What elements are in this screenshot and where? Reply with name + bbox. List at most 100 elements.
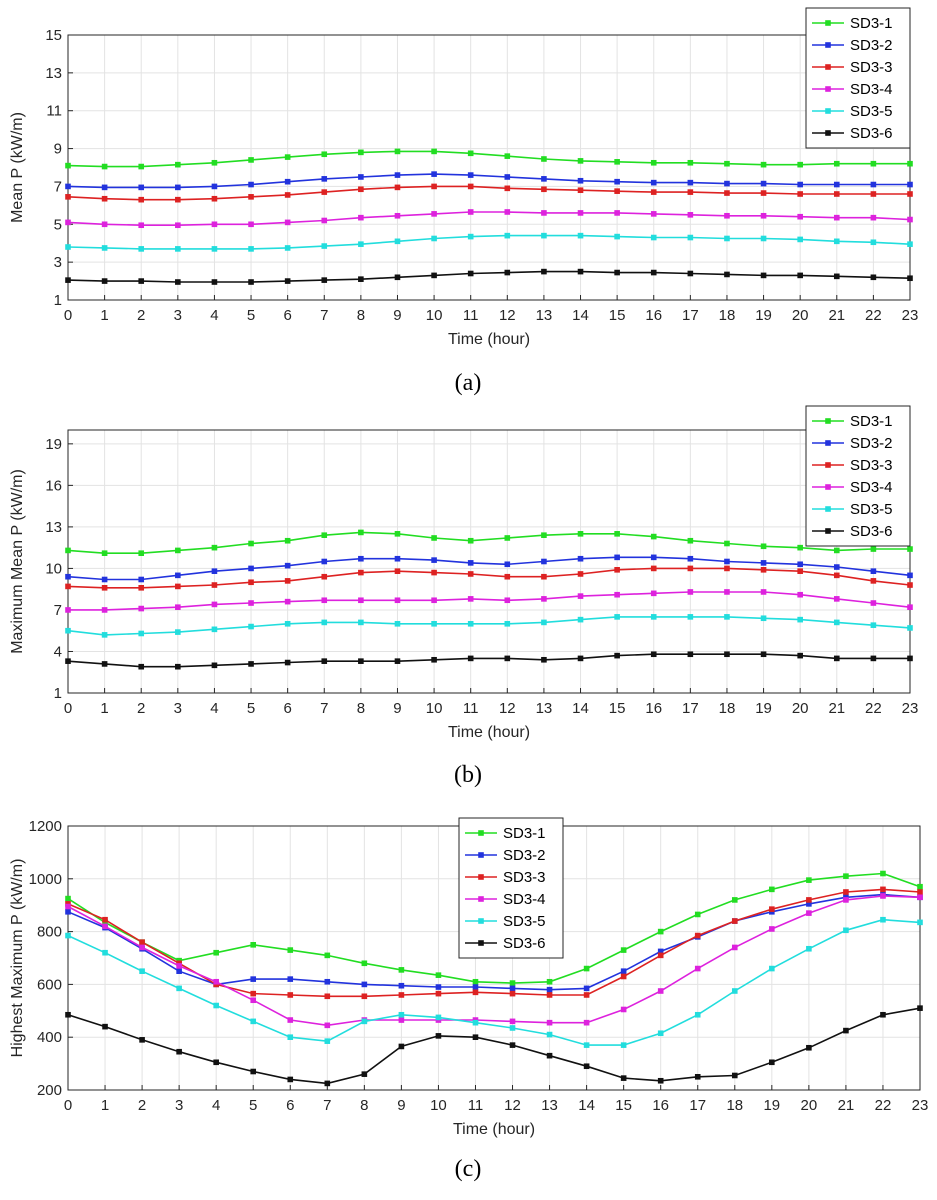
data-point xyxy=(248,194,254,200)
legend-marker xyxy=(825,440,831,446)
data-point xyxy=(760,212,767,219)
x-tick-label: 14 xyxy=(572,307,589,324)
data-point xyxy=(102,949,108,956)
data-point xyxy=(760,651,767,658)
data-point xyxy=(657,948,664,955)
data-point xyxy=(687,234,694,241)
legend-item: SD3-3 xyxy=(812,59,893,76)
data-point xyxy=(577,571,584,577)
data-point xyxy=(358,569,364,576)
x-tick-label: 3 xyxy=(175,1097,183,1114)
data-point xyxy=(394,172,401,178)
x-tick-label: 10 xyxy=(430,1097,447,1114)
data-point xyxy=(361,993,368,1000)
legend-marker xyxy=(478,874,484,880)
data-point xyxy=(687,614,694,620)
data-point xyxy=(614,188,620,194)
data-point xyxy=(138,278,145,284)
data-point xyxy=(504,620,511,627)
data-point xyxy=(138,196,145,203)
data-point xyxy=(760,589,767,595)
data-point xyxy=(287,992,294,998)
x-tick-label: 11 xyxy=(463,307,479,324)
data-point xyxy=(284,562,291,569)
series-line xyxy=(67,895,921,1027)
x-tick-label: 12 xyxy=(499,307,516,324)
data-point xyxy=(870,546,877,552)
data-point xyxy=(65,547,71,554)
data-point xyxy=(907,625,913,631)
series-line xyxy=(67,918,921,1046)
data-point xyxy=(694,1011,701,1018)
data-point xyxy=(65,194,71,200)
data-point xyxy=(248,181,254,188)
data-point xyxy=(797,544,803,551)
data-point xyxy=(65,607,71,613)
data-point xyxy=(650,234,657,241)
data-point xyxy=(284,154,291,160)
data-point xyxy=(467,596,474,602)
x-tick-label: 18 xyxy=(719,700,736,717)
data-point xyxy=(213,1002,219,1009)
data-point xyxy=(614,233,620,240)
data-point xyxy=(694,932,701,939)
data-point xyxy=(870,181,877,188)
data-point xyxy=(687,159,694,166)
data-point xyxy=(358,149,364,156)
legend-label: SD3-6 xyxy=(503,935,546,952)
series-sd3-6 xyxy=(65,651,913,670)
tick-labels: 0 1 2 3 4 5 6 7 8 9 10 11 12 13 14 15 16 17 18 19 20 21 22 2314… xyxy=(45,436,918,717)
data-point xyxy=(361,981,368,988)
data-point xyxy=(361,960,368,967)
series-line xyxy=(67,270,911,283)
data-point xyxy=(797,561,803,568)
data-point xyxy=(284,278,291,284)
data-point xyxy=(435,1014,442,1021)
panel-label: (a) xyxy=(455,370,482,396)
x-tick-label: 21 xyxy=(828,307,845,324)
data-point xyxy=(509,985,516,992)
x-tick-label: 13 xyxy=(536,700,553,717)
data-point xyxy=(806,945,812,952)
data-point xyxy=(65,658,71,664)
x-tick-label: 19 xyxy=(755,700,772,717)
legend-label: SD3-3 xyxy=(503,869,546,886)
data-point xyxy=(760,615,767,622)
data-point xyxy=(509,980,516,986)
data-point xyxy=(504,655,511,662)
y-tick-label: 13 xyxy=(45,519,62,536)
data-point xyxy=(907,191,913,197)
y-tick-label: 11 xyxy=(46,103,62,120)
data-point xyxy=(650,189,657,195)
y-tick-label: 7 xyxy=(54,602,62,619)
data-point xyxy=(138,630,145,637)
data-point xyxy=(687,537,694,544)
data-point xyxy=(211,195,218,202)
data-point xyxy=(248,623,254,630)
legend-label: SD3-3 xyxy=(850,59,893,76)
data-point xyxy=(541,268,547,275)
data-point xyxy=(797,616,803,623)
data-point xyxy=(907,275,913,282)
data-point xyxy=(248,246,254,252)
data-point xyxy=(541,176,547,182)
x-axis-label: Time (hour) xyxy=(448,331,530,348)
legend: SD3-1 SD3-2 SD3-3 SD3-4 SD3-5 SD3-6 xyxy=(805,405,911,547)
data-point xyxy=(431,272,437,279)
data-point xyxy=(880,1011,886,1018)
y-tick-label: 1000 xyxy=(29,871,62,888)
data-point xyxy=(907,160,913,167)
legend-marker xyxy=(825,528,831,534)
data-point xyxy=(65,573,71,580)
data-point xyxy=(833,181,840,188)
series-sd3-5 xyxy=(65,916,923,1048)
data-point xyxy=(102,923,108,930)
data-point xyxy=(65,162,71,169)
data-point xyxy=(509,1025,516,1031)
data-point xyxy=(724,180,730,187)
data-point xyxy=(583,992,590,998)
legend-label: SD3-4 xyxy=(503,891,546,908)
legend-marker xyxy=(825,108,831,114)
x-tick-label: 3 xyxy=(174,307,182,324)
y-axis-label: Maximum Mean P (kW/m) xyxy=(9,469,26,654)
